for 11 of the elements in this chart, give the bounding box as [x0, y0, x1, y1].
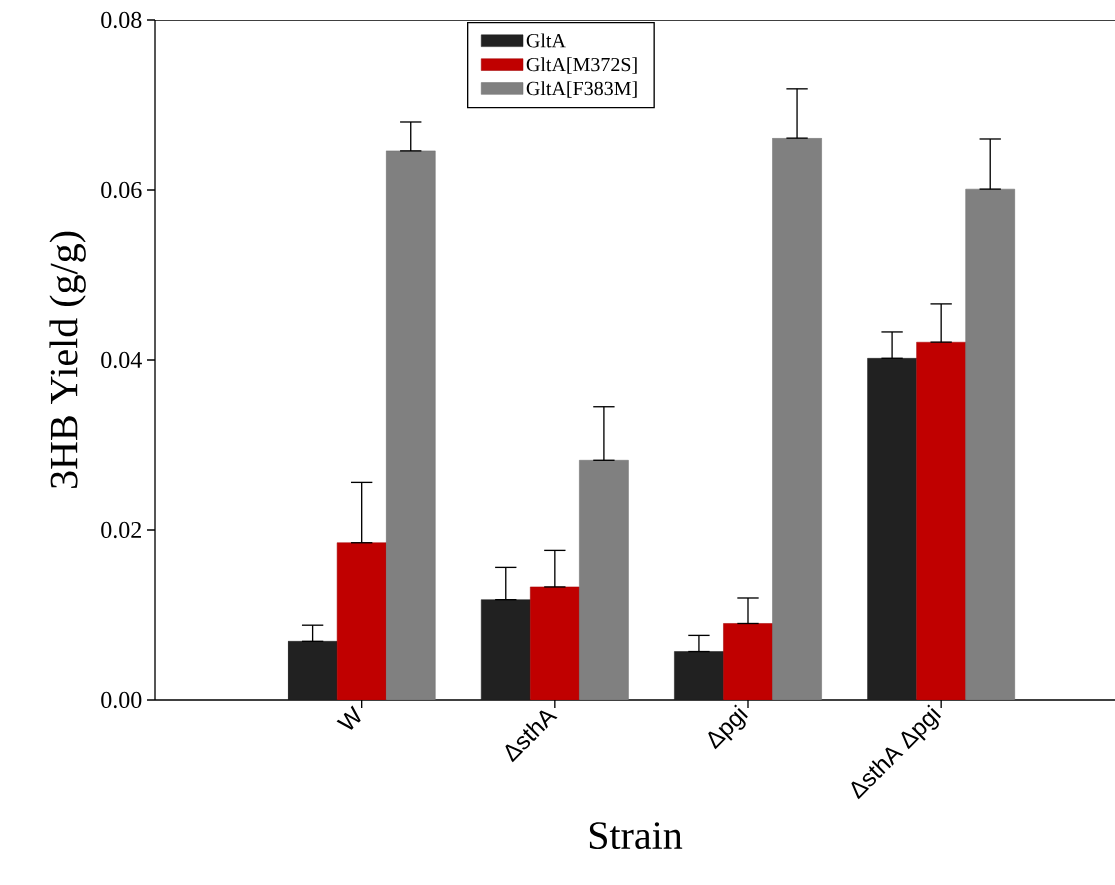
x-tick-label: W	[336, 705, 361, 730]
y-axis-title: 3HB Yield (g/g)	[49, 231, 86, 489]
legend-label: GltA[M372S]	[526, 57, 637, 74]
y-tick-label: 0.00	[101, 691, 142, 709]
y-tick-label: 0.04	[101, 351, 142, 369]
y-tick-label: 0.08	[101, 11, 142, 29]
y-tick-label: 0.02	[101, 521, 141, 539]
y-tick-label: 0.06	[101, 181, 142, 199]
x-axis-title: Strain	[589, 822, 683, 850]
legend-label: GltA	[526, 33, 566, 48]
legend-label: GltA[F383M]	[526, 81, 637, 98]
